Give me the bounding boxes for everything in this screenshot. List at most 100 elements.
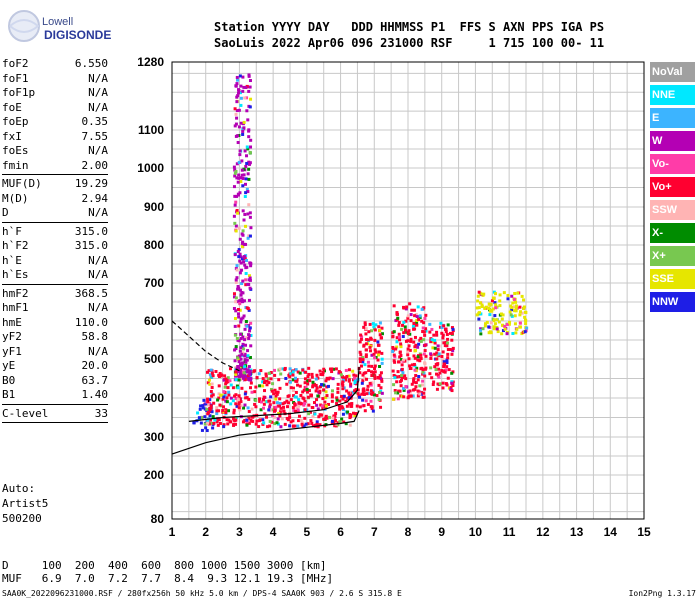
param-value: N/A (88, 71, 108, 85)
echo-point (201, 404, 205, 408)
echo-point (494, 303, 498, 307)
echo-point (403, 328, 407, 332)
echo-point (420, 319, 424, 323)
echo-point (278, 397, 282, 401)
echo-point (441, 381, 445, 385)
echo-point (258, 397, 262, 401)
echo-point (321, 406, 325, 410)
y-tick-label: 800 (144, 238, 164, 252)
echo-point (261, 384, 265, 388)
echo-point (435, 363, 439, 367)
echo-point (395, 312, 399, 316)
echo-point (242, 218, 246, 222)
echo-point (291, 386, 295, 390)
scaled-parameters-panel: foF2 6.550 foF1 N/A foF1p N/A foE N/A foEp 0.35 fx… (2, 57, 110, 425)
echo-point (391, 397, 395, 401)
y-tick-label: 1000 (137, 161, 164, 175)
dashed-trace-curve (171, 320, 240, 372)
echo-point (243, 212, 247, 216)
echo-point (243, 354, 247, 358)
echo-point (476, 299, 480, 303)
echo-point (424, 354, 428, 358)
echo-point (203, 415, 207, 419)
echo-point (339, 371, 343, 375)
echo-point (437, 367, 441, 371)
echo-point (370, 373, 374, 377)
echo-point (435, 357, 439, 361)
echo-point (413, 368, 417, 372)
echo-point (235, 176, 239, 180)
echo-point (446, 356, 450, 360)
echo-point (367, 330, 371, 334)
echo-point (227, 409, 231, 413)
echo-point (250, 407, 254, 411)
echo-point (417, 342, 421, 346)
echo-point (234, 281, 238, 285)
echo-point (234, 345, 238, 349)
echo-point (379, 371, 383, 375)
echo-point (424, 327, 428, 331)
echo-point (299, 402, 303, 406)
echo-point (210, 371, 214, 375)
echo-point (236, 192, 240, 196)
echo-point (490, 309, 494, 313)
echo-point (330, 393, 334, 397)
echo-point (293, 395, 297, 399)
echo-point (262, 398, 266, 402)
echo-point (237, 160, 241, 164)
echo-point (234, 418, 238, 422)
echo-point (199, 421, 203, 425)
x-tick-label: 6 (337, 525, 344, 539)
echo-point (333, 418, 337, 422)
echo-point (234, 309, 238, 313)
echo-point (435, 353, 439, 357)
echo-point (366, 388, 370, 392)
echo-point (358, 350, 362, 354)
echo-point (353, 414, 357, 418)
echo-point (197, 416, 201, 420)
echo-point (225, 418, 229, 422)
echo-point (226, 422, 230, 426)
param-value: N/A (88, 268, 108, 281)
echo-point (234, 122, 238, 126)
echo-point (344, 378, 348, 382)
echo-point (261, 422, 265, 426)
echo-point (271, 382, 275, 386)
echo-point (435, 372, 439, 376)
echo-point (211, 426, 215, 430)
echo-point (341, 412, 345, 416)
echo-point (330, 419, 334, 423)
echo-point (513, 291, 517, 295)
echo-point (248, 371, 252, 375)
echo-point (257, 372, 261, 376)
legend-item: E (650, 108, 695, 128)
echo-point (245, 258, 249, 262)
echo-point (482, 292, 486, 296)
echo-point (341, 380, 345, 384)
echo-point (510, 294, 514, 298)
echo-point (520, 311, 524, 315)
echo-point (192, 421, 196, 425)
echo-point (261, 377, 265, 381)
echo-point (487, 302, 491, 306)
echo-point (235, 276, 239, 280)
echo-point (395, 380, 399, 384)
echo-point (500, 317, 504, 321)
echo-point (330, 389, 334, 393)
echo-point (249, 226, 253, 230)
echo-point (408, 302, 412, 306)
echo-point (239, 261, 243, 265)
echo-point (337, 404, 341, 408)
echo-point (240, 352, 244, 356)
echo-point (451, 349, 455, 353)
echo-point (492, 296, 496, 300)
echo-point (238, 368, 242, 372)
echo-point (281, 402, 285, 406)
echo-point (223, 393, 227, 397)
echo-point (274, 397, 278, 401)
echo-point (234, 402, 238, 406)
echo-point (347, 379, 351, 383)
echo-point (249, 264, 253, 268)
echo-point (244, 283, 248, 287)
echo-point (412, 321, 416, 325)
